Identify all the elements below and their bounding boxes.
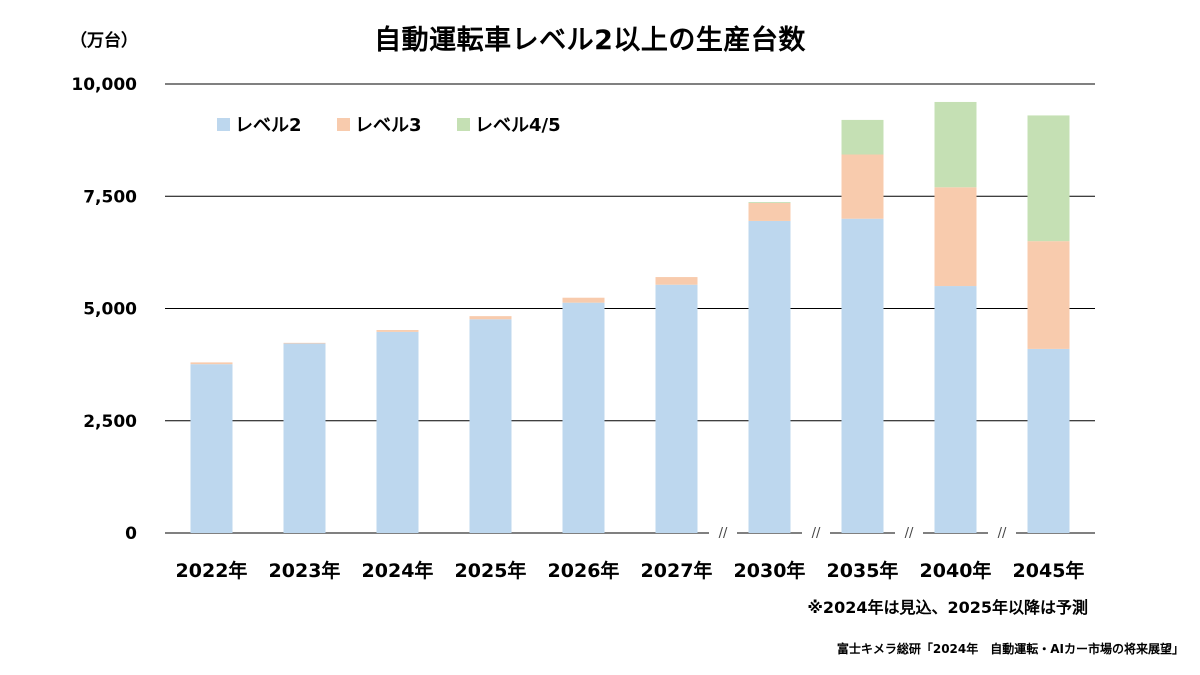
- x-category-label: 2023年: [269, 559, 341, 582]
- axis-break-gap: [895, 529, 923, 537]
- source-credit: 富士キメラ総研「2024年 自動運転・AIカー市場の将来展望」: [836, 642, 1184, 656]
- x-category-label: 2027年: [641, 559, 713, 582]
- bar-segment: [748, 202, 791, 221]
- y-tick-label: 2,500: [83, 412, 137, 432]
- x-category-label: 2022年: [176, 559, 248, 582]
- axis-break-gap: [802, 529, 830, 537]
- bar-segment: [1027, 115, 1070, 242]
- x-category-label: 2025年: [455, 559, 527, 582]
- bar-segment: [376, 331, 419, 533]
- axis-break-mark: //: [905, 526, 914, 541]
- bar-segment: [655, 277, 698, 285]
- legend-swatch: [217, 118, 230, 131]
- bar-segment: [190, 362, 233, 365]
- x-category-label: 2030年: [734, 559, 806, 582]
- y-tick-label: 0: [125, 524, 137, 544]
- axis-break-mark: //: [719, 526, 728, 541]
- bar-segment: [1027, 241, 1070, 349]
- y-tick-label: 10,000: [71, 75, 137, 95]
- unit-label: （万台）: [70, 31, 138, 51]
- x-category-label: 2045年: [1013, 559, 1085, 582]
- bar-segment: [655, 284, 698, 533]
- x-category-label: 2026年: [548, 559, 620, 582]
- bar-segment: [841, 218, 884, 533]
- legend-label: レベル4/5: [475, 115, 561, 136]
- y-tick-label: 7,500: [83, 187, 137, 207]
- legend-swatch: [337, 118, 350, 131]
- x-category-label: 2035年: [827, 559, 899, 582]
- bar-segment: [469, 319, 512, 533]
- legend-swatch: [457, 118, 470, 131]
- axis-break-mark: //: [812, 526, 821, 541]
- y-tick-label: 5,000: [83, 300, 137, 320]
- bar-segment: [190, 364, 233, 533]
- bar-segment: [469, 316, 512, 320]
- bar-segment: [376, 330, 419, 332]
- x-category-label: 2024年: [362, 559, 434, 582]
- bar-segment: [562, 302, 605, 533]
- bar-segment: [748, 202, 791, 203]
- x-category-label: 2040年: [920, 559, 992, 582]
- bar-segment: [283, 343, 326, 533]
- bar-segment: [748, 220, 791, 533]
- bar-segment: [562, 297, 605, 303]
- chart-title: 自動運転車レベル2以上の生産台数: [374, 25, 806, 56]
- bar-segment: [934, 101, 977, 188]
- bar-segment: [1027, 348, 1070, 533]
- forecast-note: ※2024年は見込、2025年以降は予測: [807, 598, 1088, 617]
- bar-segment: [841, 119, 884, 155]
- bar-segment: [934, 187, 977, 287]
- bar-segment: [283, 342, 326, 344]
- axis-break-mark: //: [998, 526, 1007, 541]
- axis-break-gap: [988, 529, 1016, 537]
- axis-break-gap: [709, 529, 737, 537]
- legend-label: レベル2: [235, 115, 302, 136]
- legend-label: レベル3: [355, 115, 422, 136]
- bar-segment: [934, 286, 977, 533]
- bar-segment: [841, 154, 884, 219]
